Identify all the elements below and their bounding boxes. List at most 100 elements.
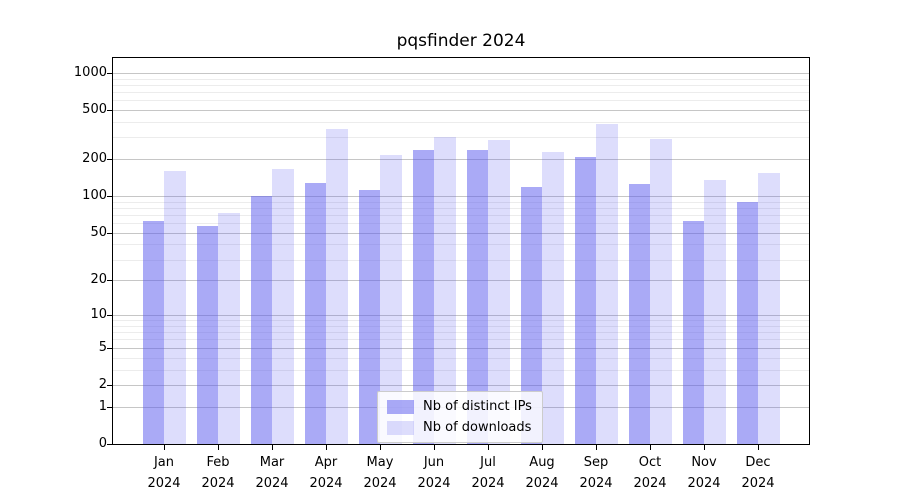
x-tick-label: Nov 2024 <box>687 455 721 491</box>
bar-downloads-jan <box>164 171 186 444</box>
minor-gridline <box>113 332 809 334</box>
minor-gridline <box>113 100 809 102</box>
y-tick-mark <box>107 347 112 349</box>
x-tick-label: Aug 2024 <box>525 455 559 491</box>
x-tick-label: Sep 2024 <box>579 455 613 491</box>
major-gridline <box>113 280 809 282</box>
bar-distinct-ips-dec <box>736 201 758 444</box>
legend-swatch-distinct-ips <box>387 399 414 414</box>
minor-gridline <box>113 214 809 216</box>
minor-gridline <box>113 201 809 203</box>
y-tick-label: 20 <box>90 272 107 288</box>
bar-downloads-nov <box>704 180 726 444</box>
minor-gridline <box>113 325 809 327</box>
x-tick-mark <box>326 445 327 450</box>
y-tick-label: 500 <box>82 102 107 118</box>
legend-swatch-downloads <box>387 420 414 435</box>
y-tick-mark <box>107 159 112 161</box>
bar-downloads-aug <box>542 151 564 444</box>
x-tick-mark <box>650 445 651 450</box>
minor-gridline <box>113 369 809 371</box>
x-tick-label: Feb 2024 <box>201 455 235 491</box>
minor-gridline <box>113 121 809 123</box>
bar-distinct-ips-apr <box>304 183 326 444</box>
major-gridline <box>113 159 809 161</box>
bar-downloads-apr <box>326 129 348 444</box>
bar-distinct-ips-oct <box>628 183 650 444</box>
major-gridline <box>113 347 809 349</box>
major-gridline <box>113 384 809 386</box>
bar-downloads-dec <box>758 172 780 444</box>
bar-distinct-ips-mar <box>250 196 272 444</box>
y-tick-label: 1000 <box>73 64 107 80</box>
bar-distinct-ips-jul <box>466 150 488 444</box>
chart-title: pqsfinder 2024 <box>396 31 526 51</box>
x-tick-mark <box>218 445 219 450</box>
minor-gridline <box>113 339 809 341</box>
bar-distinct-ips-jan <box>142 221 164 444</box>
bar-distinct-ips-feb <box>196 225 218 444</box>
bar-downloads-jun <box>434 137 456 444</box>
bar-distinct-ips-jun <box>412 150 434 444</box>
y-tick-label: 1 <box>98 398 107 414</box>
plot-area: 0 1 2 5 10 20 50 100 200 500 1000 Jan 2024 Feb 2024 Mar… <box>74 57 810 491</box>
minor-gridline <box>113 91 809 93</box>
x-tick-label: Jun 2024 <box>417 455 451 491</box>
legend-label-distinct-ips: Nb of distinct IPs <box>423 399 532 414</box>
major-gridline <box>113 196 809 198</box>
y-tick-label: 200 <box>82 151 107 167</box>
x-tick-mark <box>704 445 705 450</box>
bar-downloads-sep <box>596 124 618 444</box>
x-tick-mark <box>434 445 435 450</box>
bar-downloads-jul <box>488 140 510 444</box>
y-tick-mark <box>107 406 112 408</box>
y-tick-mark <box>107 72 112 74</box>
minor-gridline <box>113 207 809 209</box>
minor-gridline <box>113 223 809 225</box>
minor-gridline <box>113 137 809 139</box>
y-tick-label: 50 <box>90 224 107 240</box>
x-tick-label: Dec 2024 <box>741 455 775 491</box>
y-tick-mark <box>107 232 112 234</box>
minor-gridline <box>113 78 809 80</box>
bar-distinct-ips-sep <box>574 157 596 444</box>
bar-distinct-ips-aug <box>520 187 542 444</box>
y-tick-mark <box>107 444 112 445</box>
x-tick-label: Apr 2024 <box>309 455 343 491</box>
x-tick-label: May 2024 <box>363 455 397 491</box>
y-tick-label: 100 <box>82 188 107 204</box>
x-tick-mark <box>380 445 381 450</box>
legend-entry-distinct-ips: Nb of distinct IPs <box>387 399 532 414</box>
minor-gridline <box>113 357 809 359</box>
major-gridline <box>113 315 809 317</box>
minor-gridline <box>113 244 809 246</box>
y-tick-mark <box>107 110 112 112</box>
x-tick-mark <box>596 445 597 450</box>
bar-downloads-may <box>380 154 402 444</box>
x-tick-mark <box>272 445 273 450</box>
y-tick-mark <box>107 280 112 282</box>
y-tick-label: 10 <box>90 307 107 323</box>
legend-label-downloads: Nb of downloads <box>423 420 532 435</box>
x-tick-mark <box>542 445 543 450</box>
minor-gridline <box>113 84 809 86</box>
bar-downloads-oct <box>650 139 672 444</box>
major-gridline <box>113 72 809 74</box>
bar-distinct-ips-may <box>358 189 380 444</box>
minor-gridline <box>113 259 809 261</box>
y-tick-mark <box>107 196 112 198</box>
legend: Nb of distinct IPs Nb of downloads <box>377 391 543 443</box>
x-tick-label: Mar 2024 <box>255 455 289 491</box>
x-tick-label: Oct 2024 <box>633 455 667 491</box>
bar-distinct-ips-nov <box>682 221 704 444</box>
x-tick-mark <box>164 445 165 450</box>
x-tick-label: Jul 2024 <box>471 455 505 491</box>
bar-downloads-feb <box>218 212 240 444</box>
x-tick-mark <box>758 445 759 450</box>
y-tick-label: 5 <box>98 339 107 355</box>
y-tick-label: 2 <box>98 376 107 392</box>
bar-downloads-mar <box>272 169 294 444</box>
y-tick-mark <box>107 315 112 317</box>
x-tick-label: Jan 2024 <box>147 455 181 491</box>
